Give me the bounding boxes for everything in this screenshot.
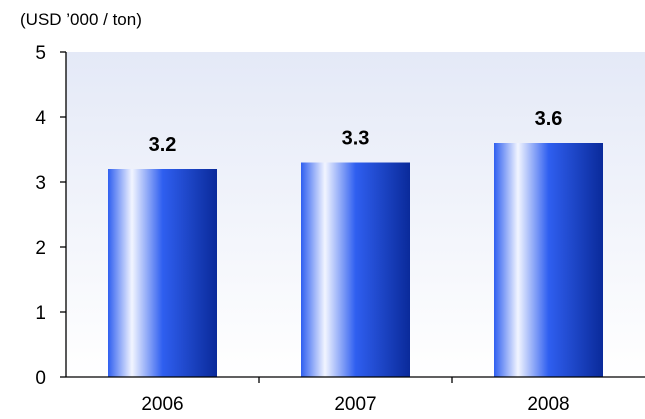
y-tick-label: 0 xyxy=(35,368,46,389)
y-axis-ticks: 0 1 2 3 4 5 xyxy=(35,43,66,389)
y-tick-label: 5 xyxy=(35,43,46,64)
y-tick-label: 3 xyxy=(35,173,46,194)
bar-2007 xyxy=(301,162,410,377)
x-axis-ticks: 2006 2007 2008 xyxy=(141,377,570,415)
y-tick-label: 1 xyxy=(35,303,46,324)
value-label-2006: 3.2 xyxy=(149,134,177,156)
value-labels: 3.2 3.3 3.6 xyxy=(149,108,563,156)
x-tick-label-2007: 2007 xyxy=(334,394,376,415)
bar-2006 xyxy=(108,169,217,377)
bars xyxy=(108,143,603,377)
value-label-2007: 3.3 xyxy=(342,128,370,150)
y-tick-label: 2 xyxy=(35,238,46,259)
x-tick-label-2006: 2006 xyxy=(141,394,183,415)
value-label-2008: 3.6 xyxy=(535,108,563,130)
unit-label: (USD ’000 / ton) xyxy=(20,10,142,29)
x-tick-label-2008: 2008 xyxy=(527,394,569,415)
bar-2008 xyxy=(494,143,603,377)
y-tick-label: 4 xyxy=(35,108,46,129)
